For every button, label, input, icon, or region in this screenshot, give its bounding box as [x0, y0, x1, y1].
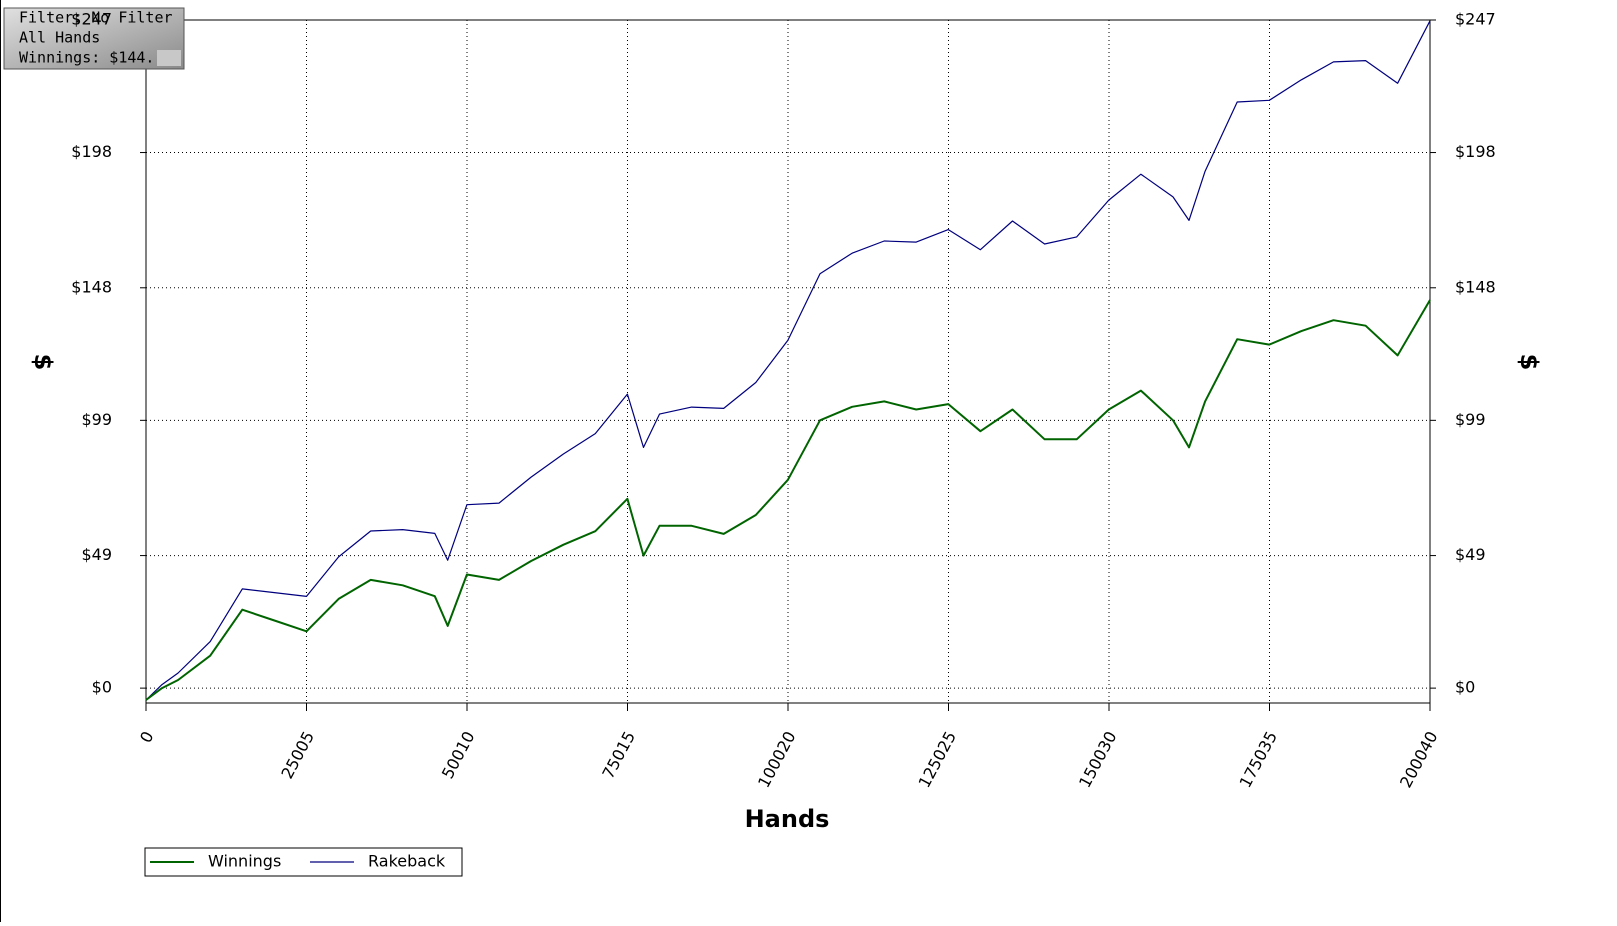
x-tick-label: 50010: [438, 728, 479, 782]
info-line: Filter: No Filter: [19, 9, 173, 27]
legend-label: Winnings: [208, 852, 281, 871]
x-tick-label: 0: [136, 728, 158, 746]
x-tick-label: 200040: [1396, 728, 1441, 791]
info-line: Winnings: $144.: [19, 49, 154, 67]
x-tick-label: 150030: [1075, 728, 1120, 791]
x-tick-label: 25005: [277, 728, 318, 782]
x-tick-label: 125025: [915, 728, 960, 791]
y2-tick-label: $247: [1455, 10, 1496, 29]
y2-tick-label: $99: [1455, 410, 1486, 429]
lines: [145, 20, 1431, 701]
y2-tick-label: $0: [1455, 678, 1475, 697]
x-tick-label: 175035: [1236, 728, 1281, 791]
info-line: All Hands: [19, 29, 100, 47]
y2-tick-label: $198: [1455, 142, 1496, 161]
y2-tick-label: $148: [1455, 277, 1496, 296]
y-tick-label: $198: [71, 142, 112, 161]
x-tick-label: 100020: [754, 728, 799, 791]
y-tick-label: $247: [71, 10, 112, 29]
x-axis-title: Hands: [745, 805, 830, 833]
y2-axis-title: $: [1515, 354, 1543, 371]
y-axis-title: $: [29, 354, 57, 371]
legend: [144, 847, 463, 877]
redaction: [157, 50, 181, 66]
series-line: [145, 299, 1431, 701]
y-tick-label: $0: [92, 678, 112, 697]
x-tick-label: 75015: [598, 728, 639, 782]
y-tick-label: $99: [81, 410, 112, 429]
legend-label: Rakeback: [368, 852, 446, 871]
y-tick-label: $49: [81, 545, 112, 564]
info-box: [3, 7, 185, 70]
y-tick-label: $148: [71, 277, 112, 296]
legend-items: Winnings Rakeback: [150, 852, 446, 871]
grid: [140, 19, 1436, 711]
series-line: [145, 20, 1431, 701]
y2-tick-label: $49: [1455, 545, 1486, 564]
